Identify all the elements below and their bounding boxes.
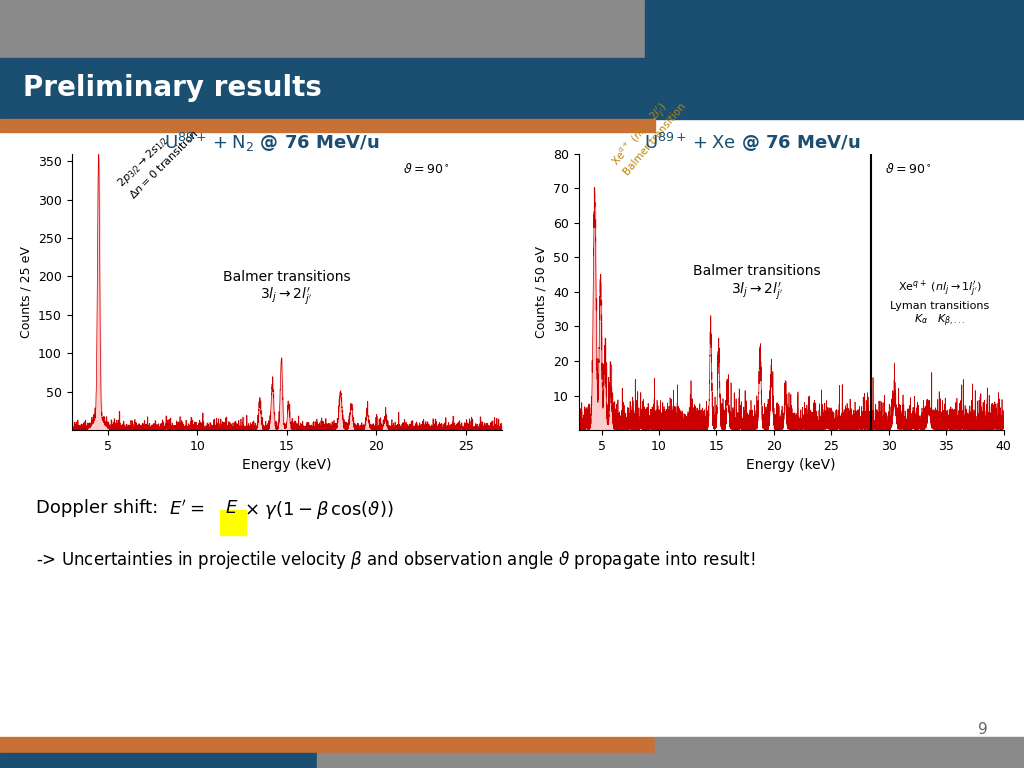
Text: Balmer transitions
$3l_j \rightarrow 2l_{j^\prime}^\prime$: Balmer transitions $3l_j \rightarrow 2l_… bbox=[223, 270, 350, 307]
Text: 9: 9 bbox=[978, 722, 988, 737]
Text: $\mathrm{U}^{89+} + \mathrm{N_2}$ @ 76 MeV/u: $\mathrm{U}^{89+} + \mathrm{N_2}$ @ 76 M… bbox=[164, 131, 379, 154]
Bar bbox=[0, 737, 655, 753]
X-axis label: Energy (keV): Energy (keV) bbox=[746, 458, 836, 472]
X-axis label: Energy (keV): Energy (keV) bbox=[242, 458, 332, 472]
Text: $E' =$: $E' =$ bbox=[169, 499, 204, 518]
Bar bbox=[0, 753, 317, 768]
Text: $\vartheta = 90^\circ$: $\vartheta = 90^\circ$ bbox=[403, 162, 451, 176]
Text: $\vartheta = 90^\circ$: $\vartheta = 90^\circ$ bbox=[885, 162, 932, 176]
Bar bbox=[645, 0, 1024, 58]
Y-axis label: Counts / 50 eV: Counts / 50 eV bbox=[535, 246, 547, 338]
Bar bbox=[317, 753, 1024, 768]
Bar bbox=[655, 737, 1024, 753]
Text: Doppler shift:: Doppler shift: bbox=[36, 499, 158, 517]
Text: $\times\ \gamma(1 - \beta\,\cos(\vartheta))$: $\times\ \gamma(1 - \beta\,\cos(\varthet… bbox=[244, 499, 393, 521]
Text: $2p_{3/2} \rightarrow 2s_{1/2}$
$\Delta n = 0$ transition: $2p_{3/2} \rightarrow 2s_{1/2}$ $\Delta … bbox=[115, 115, 201, 201]
Bar bbox=[0, 0, 645, 58]
Text: Balmer transitions
$3l_j \rightarrow 2l_{j^\prime}^\prime$: Balmer transitions $3l_j \rightarrow 2l_… bbox=[693, 264, 821, 302]
Text: $\mathrm{Xe}^{q+}\ (nl_j \rightarrow 1l_{j^\prime}^\prime)$
Lyman transitions
$K: $\mathrm{Xe}^{q+}\ (nl_j \rightarrow 1l_… bbox=[890, 278, 989, 329]
Text: $\mathrm{U}^{89+} + \mathrm{Xe}$ @ 76 MeV/u: $\mathrm{U}^{89+} + \mathrm{Xe}$ @ 76 Me… bbox=[644, 131, 861, 154]
Y-axis label: Counts / 25 eV: Counts / 25 eV bbox=[19, 246, 33, 338]
Text: $E$: $E$ bbox=[225, 499, 239, 517]
Text: -> Uncertainties in projectile velocity $\beta$ and observation angle $\vartheta: -> Uncertainties in projectile velocity … bbox=[36, 549, 756, 571]
Text: Preliminary results: Preliminary results bbox=[23, 74, 322, 102]
Text: $\mathrm{Xe}^{q+}\ (nl_j \rightarrow 2l_{j^\prime}^\prime)$
Balmer transition: $\mathrm{Xe}^{q+}\ (nl_j \rightarrow 2l_… bbox=[608, 90, 688, 177]
